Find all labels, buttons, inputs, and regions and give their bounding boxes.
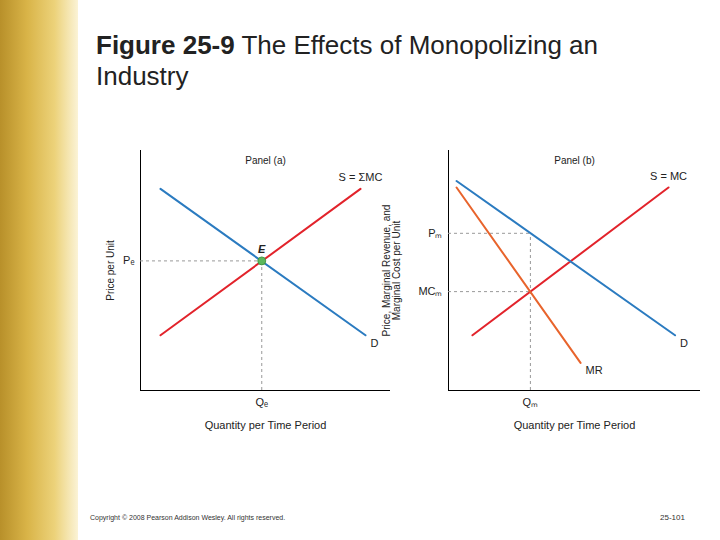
html-text:Copyright © 2008 Pearson Addis: Copyright © 2008 Pearson Addison Wesley.… (90, 514, 286, 521)
svg-text:Price per Unit: Price per Unit (105, 240, 116, 301)
svg-text:E: E (258, 243, 266, 255)
svg-text:Panel (a): Panel (a) (245, 155, 286, 166)
svg-text:S = MC: S = MC (650, 170, 687, 182)
svg-text:MCₘ: MCₘ (418, 285, 442, 297)
svg-text:MR: MR (586, 364, 603, 376)
svg-text:Quantity per Time Period: Quantity per Time Period (205, 419, 327, 431)
svg-text:Qₘ: Qₘ (523, 396, 539, 408)
svg-text:Quantity per Time Period: Quantity per Time Period (514, 419, 636, 431)
html-text:Figure 25-9 The Effects of Mon: Figure 25-9 The Effects of Monopolizing … (96, 30, 598, 91)
svg-text:Panel (b): Panel (b) (554, 155, 595, 166)
svg-text:Qₑ: Qₑ (255, 396, 268, 408)
svg-text:S = ΣMC: S = ΣMC (339, 171, 383, 183)
svg-text:D: D (371, 337, 379, 349)
svg-text:Price, Marginal Revenue, andMa: Price, Marginal Revenue, andMarginal Cos… (381, 205, 402, 337)
svg-text:Pₘ: Pₘ (428, 227, 442, 239)
svg-text:Pₑ: Pₑ (123, 254, 134, 266)
svg-text:D: D (680, 337, 688, 349)
html-text:25-101: 25-101 (660, 513, 685, 522)
